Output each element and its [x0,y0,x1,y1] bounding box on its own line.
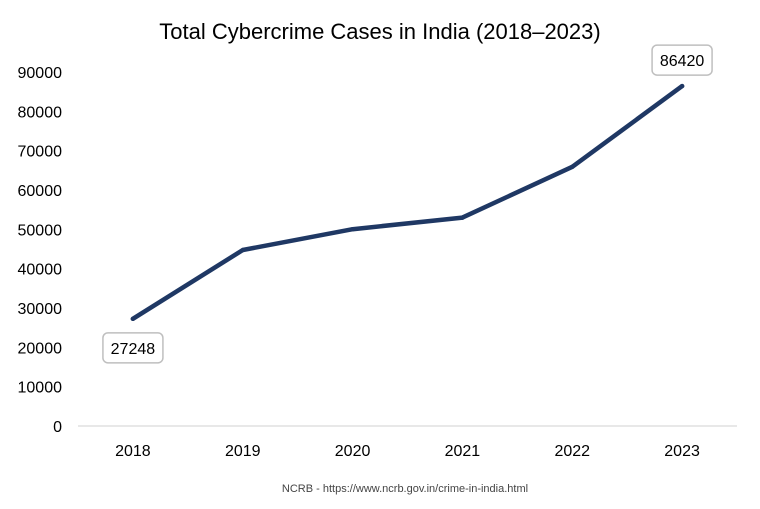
x-axis: 2018 2019 2020 2021 2022 2023 [115,443,700,460]
x-tick-label: 2018 [115,443,151,460]
data-point [350,226,355,232]
y-tick-label: 20000 [18,340,63,357]
data-label: 27248 [102,332,164,364]
x-tick-label: 2021 [445,443,481,460]
y-tick-label: 60000 [18,183,63,200]
series-group [130,83,685,322]
source-note: NCRB - https://www.ncrb.gov.in/crime-in-… [282,483,528,495]
data-point [130,316,136,322]
y-tick-label: 10000 [18,380,63,397]
y-tick-label: 70000 [18,144,63,161]
chart-title: Total Cybercrime Cases in India (2018–20… [159,19,600,44]
x-tick-label: 2023 [664,443,700,460]
y-tick-label: 90000 [18,65,63,82]
x-tick-label: 2022 [554,443,590,460]
data-point [679,83,685,89]
data-label-text: 27248 [111,341,156,358]
series-line [130,83,685,322]
data-label-text: 86420 [660,53,705,70]
y-tick-label: 50000 [18,222,63,239]
y-tick-label: 0 [53,419,62,436]
y-tick-label: 30000 [18,301,63,318]
data-label-box [651,44,713,76]
data-point [570,164,575,170]
data-labels: 27248 86420 [102,44,713,364]
y-axis: 0 10000 20000 30000 40000 50000 60000 70000 8000… [18,65,63,436]
y-tick-label: 80000 [18,104,63,121]
data-point [240,247,245,253]
data-point [460,215,465,220]
data-label: 86420 [651,44,713,76]
x-tick-label: 2020 [335,443,371,460]
data-label-box [102,332,164,364]
y-tick-label: 40000 [18,262,63,279]
x-tick-label: 2019 [225,443,261,460]
